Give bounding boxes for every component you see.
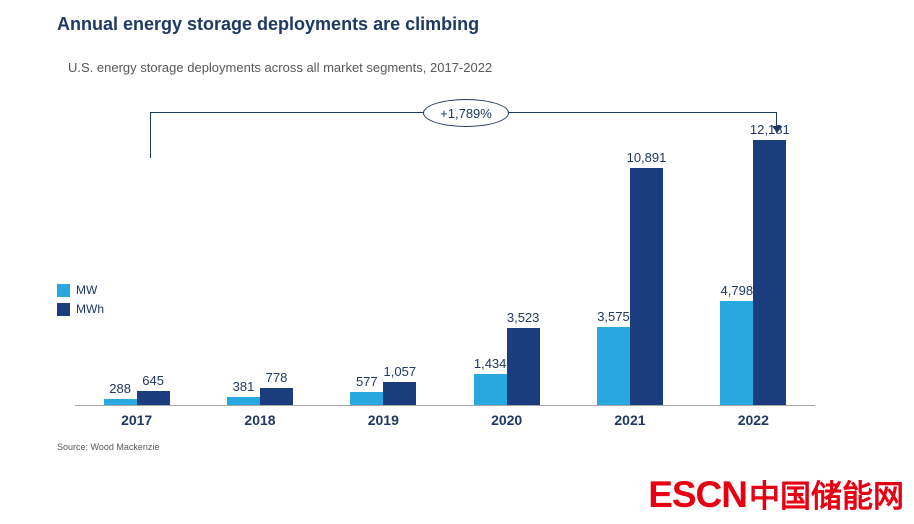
growth-annotation-badge: +1,789% [423, 99, 509, 127]
bar-group-2020: 1,434 3,523 [445, 105, 568, 405]
bar-mwh-2021 [629, 168, 663, 405]
bar-mwh-2020 [506, 328, 540, 405]
value-label-mwh-2019: 1,057 [383, 364, 417, 379]
value-label-mwh-2022: 12,181 [749, 122, 790, 137]
value-label-mw-2019: 577 [355, 374, 378, 389]
legend-label-mwh: MWh [76, 302, 104, 316]
bar-group-2018: 381 778 [198, 105, 321, 405]
bar-group-2019: 577 1,057 [322, 105, 445, 405]
bar-column-mw-2020: 1,434 [473, 356, 507, 405]
bar-column-mwh-2017: 645 [136, 373, 170, 405]
x-axis-label-2022: 2022 [737, 412, 769, 428]
bar-mw-2020 [473, 374, 507, 405]
bar-group-2017: 288 645 [75, 105, 198, 405]
bar-chart-plot-area: 288 645 381 778 577 1,057 1,434 3,523 3,575 10,89… [75, 105, 815, 405]
annotation-bracket-left-tick [150, 112, 151, 158]
annotation-bracket-right-tick [776, 112, 777, 127]
x-axis-label-2021: 2021 [614, 412, 646, 428]
legend-item-mw: MW [57, 283, 104, 297]
value-label-mw-2020: 1,434 [473, 356, 507, 371]
value-label-mw-2018: 381 [232, 379, 255, 394]
bar-column-mw-2021: 3,575 [596, 309, 630, 405]
value-label-mw-2017: 288 [109, 381, 131, 396]
legend-swatch-mwh-icon [57, 302, 70, 316]
value-label-mwh-2017: 645 [142, 373, 164, 388]
legend: MW MWh [57, 283, 104, 316]
legend-swatch-mw-icon [57, 283, 70, 297]
x-axis-line [75, 405, 815, 406]
bar-column-mw-2019: 577 [350, 374, 384, 405]
value-label-mwh-2021: 10,891 [626, 150, 667, 165]
bar-group-2022: 4,798 12,181 [692, 105, 815, 405]
bar-mw-2021 [596, 327, 630, 405]
bar-column-mw-2017: 288 [103, 381, 137, 405]
x-axis-label-2020: 2020 [491, 412, 523, 428]
bar-column-mwh-2021: 10,891 [627, 150, 666, 405]
bar-column-mwh-2019: 1,057 [383, 364, 417, 405]
escn-logo-latin: ESCN [648, 474, 748, 515]
x-axis-label-2018: 2018 [244, 412, 276, 428]
legend-label-mw: MW [76, 283, 98, 297]
escn-logo: ESCN 中国储能网 [648, 471, 904, 516]
value-label-mw-2021: 3,575 [597, 309, 630, 324]
bar-column-mw-2018: 381 [226, 379, 260, 405]
x-axis-labels: 2017 2018 2019 2020 2021 2022 [75, 412, 815, 428]
bar-mwh-2022 [753, 140, 787, 405]
value-label-mw-2022: 4,798 [720, 283, 754, 298]
source-note: Source: Wood Mackenzie [57, 442, 160, 452]
value-label-mwh-2020: 3,523 [506, 310, 540, 325]
bar-mwh-2017 [136, 391, 170, 405]
bar-mwh-2018 [259, 388, 293, 405]
legend-item-mwh: MWh [57, 302, 104, 316]
x-axis-label-2017: 2017 [121, 412, 153, 428]
bar-column-mw-2022: 4,798 [720, 283, 754, 405]
x-axis-label-2019: 2019 [367, 412, 399, 428]
bar-mwh-2019 [383, 382, 417, 405]
bar-column-mwh-2018: 778 [259, 370, 293, 405]
bar-mw-2022 [720, 301, 754, 405]
annotation-arrow-icon [772, 126, 782, 133]
value-label-mwh-2018: 778 [265, 370, 288, 385]
escn-logo-chinese: 中国储能网 [749, 479, 904, 514]
bar-mw-2019 [350, 392, 384, 405]
bar-group-2021: 3,575 10,891 [568, 105, 691, 405]
bar-column-mwh-2020: 3,523 [506, 310, 540, 405]
bar-column-mwh-2022: 12,181 [750, 122, 790, 405]
page-subtitle: U.S. energy storage deployments across a… [68, 60, 493, 75]
bar-mw-2017 [103, 399, 137, 405]
page-title: Annual energy storage deployments are cl… [57, 14, 480, 34]
bar-mw-2018 [226, 397, 260, 405]
